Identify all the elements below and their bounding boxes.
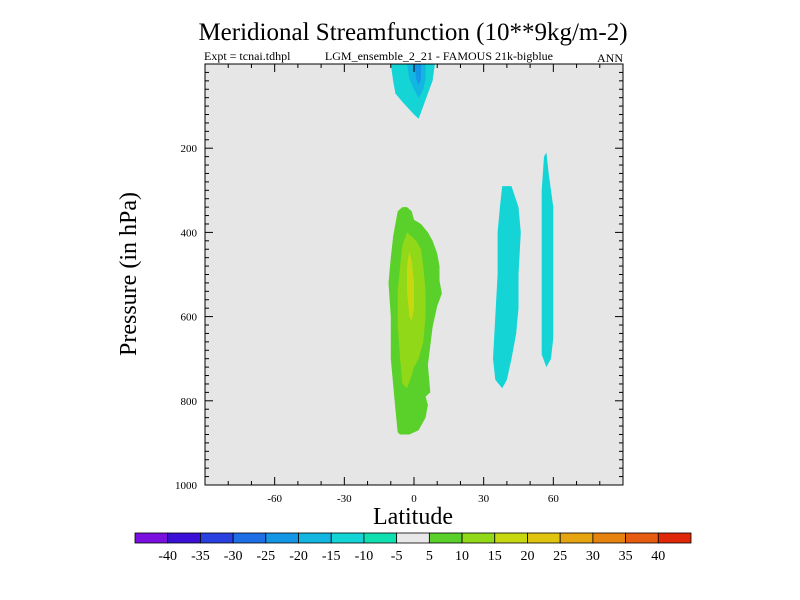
y-tick-label: 600 <box>181 312 198 324</box>
plot-frame <box>204 63 624 486</box>
colorbar-swatch <box>494 532 528 544</box>
contour-cell-neg-high-lat <box>541 152 554 368</box>
colorbar-label: -40 <box>158 549 177 564</box>
colorbar-label: -5 <box>391 549 403 564</box>
experiment-description: LGM_ensemble_2_21 - FAMOUS 21k-bigblue <box>325 49 553 63</box>
colorbar-label: -20 <box>289 549 308 564</box>
x-tick-label: 30 <box>478 493 490 505</box>
colorbar-swatch <box>265 532 299 544</box>
colorbar-swatch <box>527 532 561 544</box>
colorbar-label: -10 <box>355 549 374 564</box>
colorbar-swatch <box>298 532 332 544</box>
y-tick-label: 1000 <box>175 480 198 492</box>
colorbar-label: -15 <box>322 549 341 564</box>
colorbar-swatch <box>657 532 692 544</box>
colorbar-label: 15 <box>488 549 502 564</box>
chart-title: Meridional Streamfunction (10**9kg/m-2) <box>198 19 627 46</box>
colorbar-swatch <box>625 532 659 544</box>
contour-cell-neg-core-b <box>414 64 421 85</box>
experiment-label: Expt = tcnai.tdhpl <box>204 49 291 63</box>
y-tick-label: 400 <box>181 227 198 239</box>
colorbar-swatch <box>134 532 169 544</box>
colorbar-label: 35 <box>619 549 633 564</box>
colorbar-swatch <box>363 532 398 544</box>
colorbar-swatch <box>461 532 496 544</box>
colorbar-swatch <box>330 532 365 544</box>
colorbar-label: 10 <box>455 549 469 564</box>
x-tick-label: 0 <box>411 493 417 505</box>
y-tick-label: 800 <box>181 396 198 408</box>
contour-cell-neg-mid-lat <box>493 186 521 389</box>
x-tick-label: 60 <box>548 493 560 505</box>
colorbar-swatch <box>167 532 201 544</box>
colorbar-swatch <box>232 532 267 544</box>
colorbar-swatch <box>428 532 463 544</box>
colorbar-label: 5 <box>426 549 433 564</box>
x-tick-label: -30 <box>337 493 352 505</box>
colorbar-swatch <box>592 532 626 544</box>
colorbar-label: -25 <box>256 549 275 564</box>
colorbar-label: 20 <box>520 549 534 564</box>
colorbar-swatch <box>200 532 234 544</box>
x-tick-label: -60 <box>267 493 282 505</box>
colorbar-swatch <box>559 532 594 544</box>
colorbar-label: 30 <box>586 549 600 564</box>
season-label: ANN <box>597 51 623 65</box>
x-axis-label: Latitude <box>373 504 453 530</box>
contour-cell-pos-inner <box>407 251 414 321</box>
colorbar-label: -35 <box>191 549 210 564</box>
colorbar-label: 25 <box>553 549 567 564</box>
colorbar-label: -30 <box>224 549 243 564</box>
colorbar-swatch <box>396 532 430 544</box>
y-axis-label: Pressure (in hPa) <box>116 192 142 356</box>
y-tick-label: 200 <box>181 143 198 155</box>
colorbar-label: 40 <box>651 549 665 564</box>
